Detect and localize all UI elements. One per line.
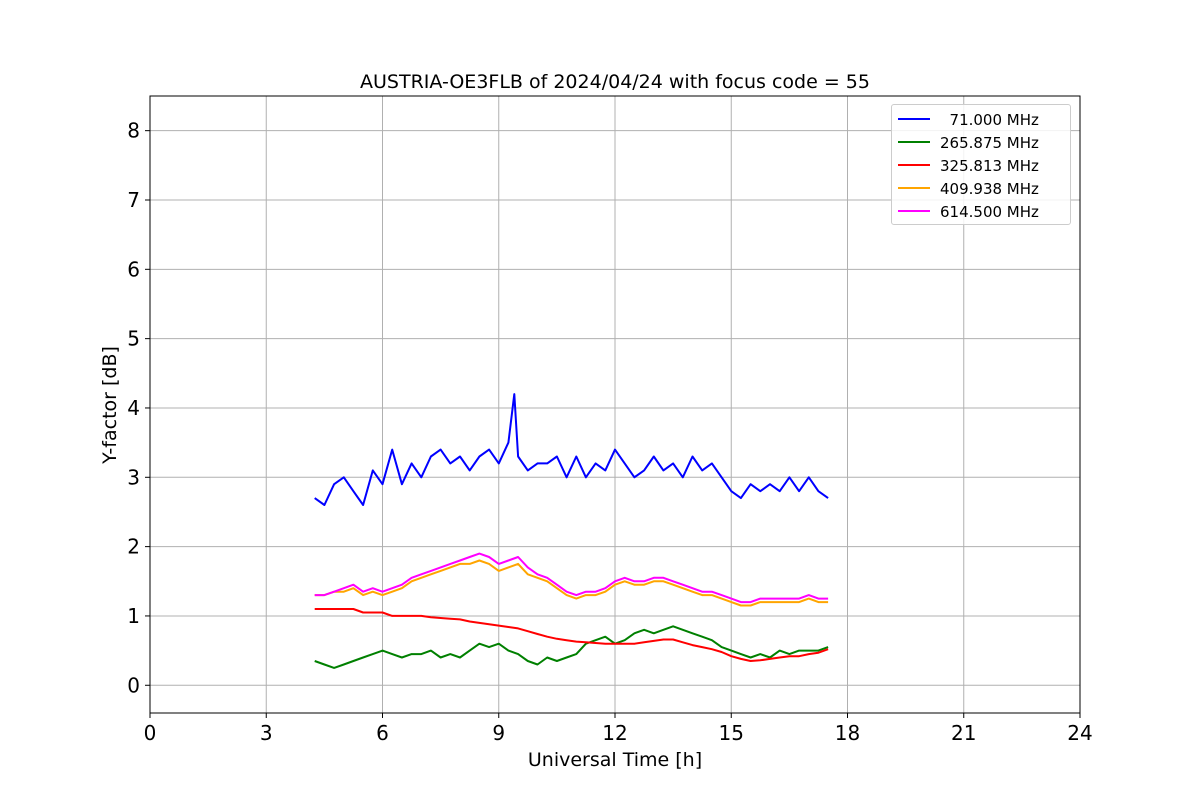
y-axis-ticks: 0 1 2 3 4 5 6 7 8 <box>127 119 150 697</box>
series-line-3 <box>314 559 829 607</box>
legend-label: 325.813 MHz <box>940 157 1039 175</box>
x-tick-label: 21 <box>951 721 976 745</box>
series-line-2 <box>314 608 829 662</box>
legend: 71.000 MHz 265.875 MHz 325.813 MHz 409.9… <box>891 104 1071 225</box>
x-axis-label: Universal Time [h] <box>528 749 702 771</box>
y-tick-label: 0 <box>127 673 140 697</box>
legend-item: 71.000 MHz <box>892 109 1072 132</box>
x-tick-label: 12 <box>602 721 627 745</box>
series-line-0 <box>314 393 829 506</box>
x-tick-label: 9 <box>492 721 505 745</box>
y-tick-label: 7 <box>127 188 140 212</box>
y-tick-label: 5 <box>127 327 140 351</box>
y-tick-label: 4 <box>127 396 140 420</box>
legend-item: 265.875 MHz <box>892 132 1072 155</box>
x-tick-label: 0 <box>144 721 157 745</box>
legend-label: 409.938 MHz <box>940 180 1039 198</box>
x-tick-label: 18 <box>835 721 860 745</box>
x-tick-label: 3 <box>260 721 273 745</box>
x-tick-label: 24 <box>1067 721 1092 745</box>
x-tick-label: 15 <box>719 721 744 745</box>
legend-swatch-409mhz <box>898 187 930 189</box>
y-tick-label: 6 <box>127 257 140 281</box>
legend-swatch-614mhz <box>898 210 930 212</box>
legend-label: 265.875 MHz <box>940 134 1039 152</box>
series-layer <box>314 393 829 669</box>
y-tick-label: 1 <box>127 604 140 628</box>
y-tick-label: 8 <box>127 119 140 143</box>
legend-swatch-325mhz <box>898 164 930 166</box>
y-tick-label: 3 <box>127 465 140 489</box>
series-line-1 <box>314 625 829 669</box>
y-axis-label: Y-factor [dB] <box>99 346 121 465</box>
legend-item: 614.500 MHz <box>892 201 1072 224</box>
legend-item: 409.938 MHz <box>892 178 1072 201</box>
legend-swatch-71mhz <box>898 118 930 120</box>
series-line-4 <box>314 552 829 604</box>
legend-label: 614.500 MHz <box>940 203 1039 221</box>
x-tick-label: 6 <box>376 721 389 745</box>
legend-label: 71.000 MHz <box>940 111 1039 129</box>
y-tick-label: 2 <box>127 535 140 559</box>
legend-swatch-265mhz <box>898 141 930 143</box>
x-axis-ticks: 0 3 6 9 12 15 18 21 24 <box>144 713 1093 745</box>
legend-item: 325.813 MHz <box>892 155 1072 178</box>
chart-title: AUSTRIA-OE3FLB of 2024/04/24 with focus … <box>360 71 870 93</box>
